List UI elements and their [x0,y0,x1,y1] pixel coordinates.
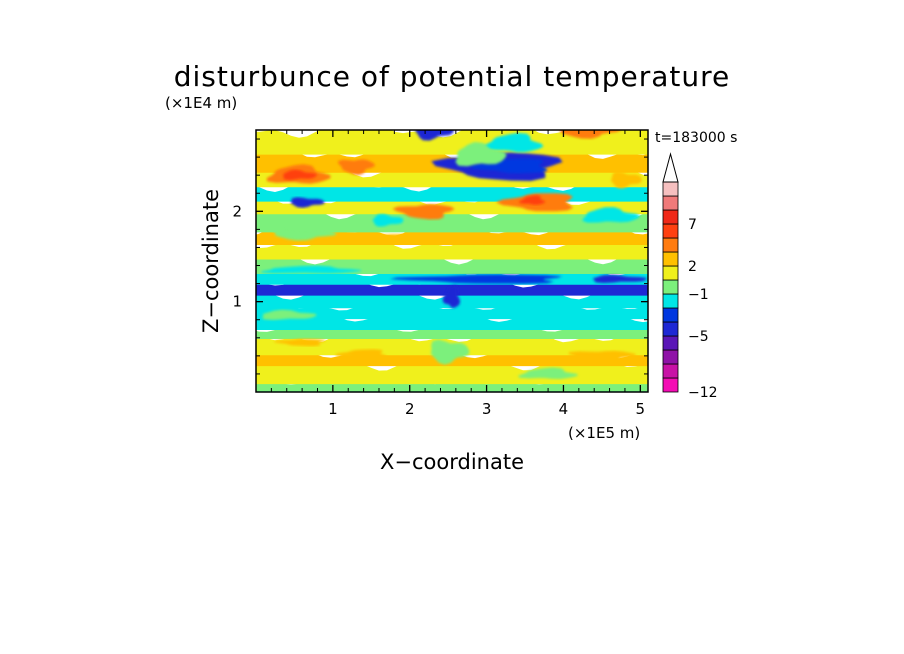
contour-cell [431,339,470,365]
contour-cell [518,195,546,205]
colorbar-swatch [662,377,679,393]
x-unit-label: (×1E5 m) [568,424,640,442]
colorbar: 7 2 −1 −5 −12 [662,152,718,401]
contour-band [256,248,648,274]
contour-cell [593,274,647,284]
contour-cell [610,171,642,189]
contour-band [256,161,648,188]
colorbar-swatch [662,195,679,211]
colorbar-swatch [662,307,679,323]
x-tick-label: 5 [636,400,646,418]
colorbar-tick-label: 2 [688,259,697,275]
x-tick-label: 3 [482,400,492,418]
contour-cell [518,367,578,380]
contour-cell [274,338,326,347]
contour-cell [272,228,337,241]
x-axis: 1 2 3 4 5 [270,130,646,418]
x-tick-label: 1 [328,400,338,418]
colorbar-swatch [662,181,679,197]
colorbar-swatch [662,237,679,253]
colorbar-swatch [662,265,679,281]
time-label: t=183000 s [655,130,737,146]
colorbar-swatch [662,349,679,365]
contour-cell [568,350,636,363]
colorbar-tick-label: 7 [688,217,697,233]
colorbar-extend-arrow [662,152,679,183]
x-tick-label: 4 [559,400,569,418]
contour-cell [260,265,362,274]
contour-cells [260,130,647,380]
contour-cell [335,349,387,359]
contour-band [256,222,648,246]
contour-cell [470,158,548,174]
contour-band [256,310,648,330]
colorbar-swatch [662,321,679,337]
x-axis-label: X−coordinate [380,450,524,474]
colorbar-swatch [662,363,679,379]
colorbar-swatch [662,209,679,225]
contour-cell [389,274,563,284]
contour-cell [372,214,404,227]
contour-band [256,130,648,155]
colorbar-tick-label: −5 [688,329,709,345]
colorbar-swatch [662,251,679,267]
contour-cell [351,234,421,244]
plot-frame [255,129,649,393]
contour-cell [442,285,461,308]
y-unit-label: (×1E4 m) [165,94,237,112]
chart-title: disturbunce of potential temperature [174,60,731,93]
y-tick-label: 2 [232,202,242,220]
contour-cell [283,169,317,181]
contour-cell [392,204,455,220]
y-tick-label: 1 [232,293,242,311]
x-tick-label: 2 [405,400,415,418]
contour-cell [482,132,544,153]
contour-cell [337,159,375,175]
contour-cell [290,197,325,208]
contour-cell [560,130,622,139]
y-axis-label: Z−coordinate [199,189,223,333]
colorbar-swatch [662,279,679,295]
plot-area [256,130,648,392]
colorbar-tick-label: −12 [688,385,718,401]
contour-cell [262,309,317,320]
colorbar-tick-label: −1 [688,287,709,303]
colorbar-swatch [662,335,679,351]
colorbar-swatch [662,223,679,239]
colorbar-swatch [662,293,679,309]
contour-cell [455,142,507,167]
contour-cell [582,207,641,223]
y-axis: 12 [232,138,648,375]
